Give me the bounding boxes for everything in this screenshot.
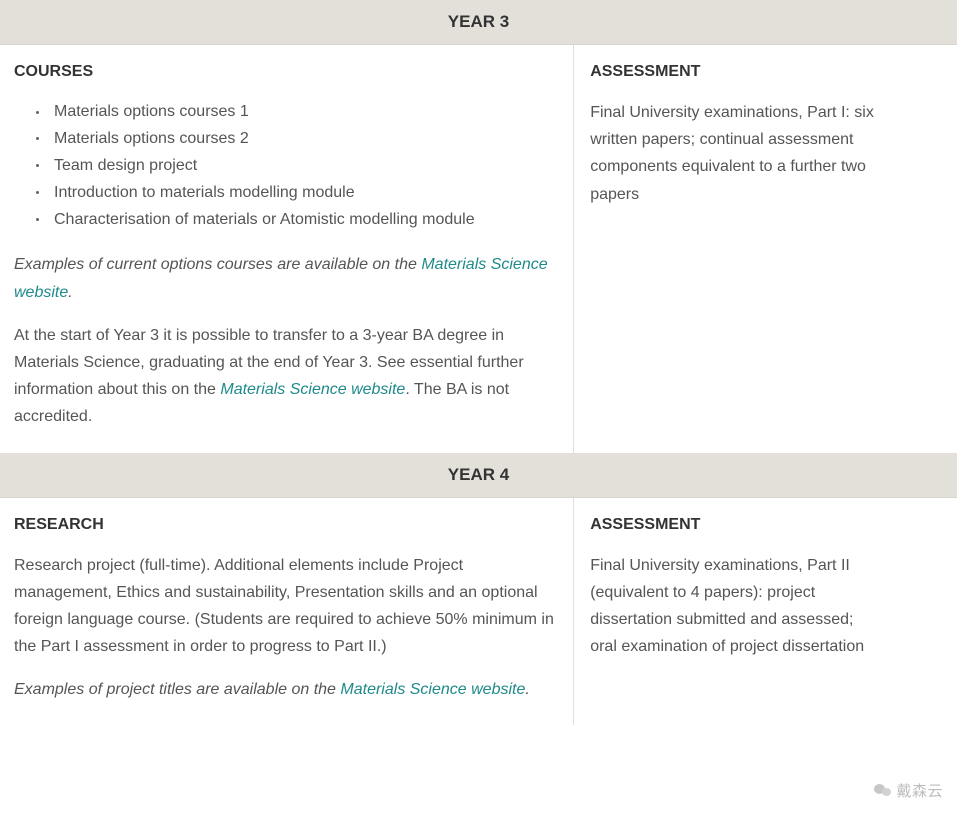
materials-science-website-link[interactable]: Materials Science website xyxy=(220,381,405,398)
text: Examples of project titles are available… xyxy=(14,681,340,698)
year3-assessment-cell: ASSESSMENT Final University examinations… xyxy=(574,45,957,453)
list-item: Materials options courses 2 xyxy=(42,126,557,153)
list-item: Introduction to materials modelling modu… xyxy=(42,180,557,207)
year3-assessment-heading: ASSESSMENT xyxy=(590,63,941,81)
year4-research-cell: RESEARCH Research project (full-time). A… xyxy=(0,498,574,726)
text: . xyxy=(525,681,529,698)
year3-course-list: Materials options courses 1 Materials op… xyxy=(42,99,557,233)
year4-research-body: Research project (full-time). Additional… xyxy=(14,552,557,661)
year3-courses-cell: COURSES Materials options courses 1 Mate… xyxy=(0,45,574,453)
wechat-icon xyxy=(874,783,892,798)
text: . xyxy=(68,284,72,301)
year3-row: COURSES Materials options courses 1 Mate… xyxy=(0,45,957,453)
list-item: Characterisation of materials or Atomist… xyxy=(42,207,557,234)
year4-assessment-text: Final University examinations, Part II (… xyxy=(590,552,880,661)
year4-assessment-cell: ASSESSMENT Final University examinations… xyxy=(574,498,957,726)
year4-research-heading: RESEARCH xyxy=(14,516,557,534)
year4-assessment-heading: ASSESSMENT xyxy=(590,516,941,534)
year4-row: RESEARCH Research project (full-time). A… xyxy=(0,498,957,726)
year3-courses-heading: COURSES xyxy=(14,63,557,81)
list-item: Materials options courses 1 xyxy=(42,99,557,126)
year3-assessment-text: Final University examinations, Part I: s… xyxy=(590,99,880,208)
text: Examples of current options courses are … xyxy=(14,256,421,273)
wechat-watermark: 戴森云 xyxy=(874,780,943,801)
watermark-text: 戴森云 xyxy=(896,780,943,801)
year4-header: YEAR 4 xyxy=(0,453,957,498)
year3-header: YEAR 3 xyxy=(0,0,957,45)
year3-transfer-note: At the start of Year 3 it is possible to… xyxy=(14,322,557,431)
materials-science-website-link[interactable]: Materials Science website xyxy=(340,681,525,698)
year3-examples-note: Examples of current options courses are … xyxy=(14,251,557,305)
list-item: Team design project xyxy=(42,153,557,180)
year4-examples-note: Examples of project titles are available… xyxy=(14,676,557,703)
